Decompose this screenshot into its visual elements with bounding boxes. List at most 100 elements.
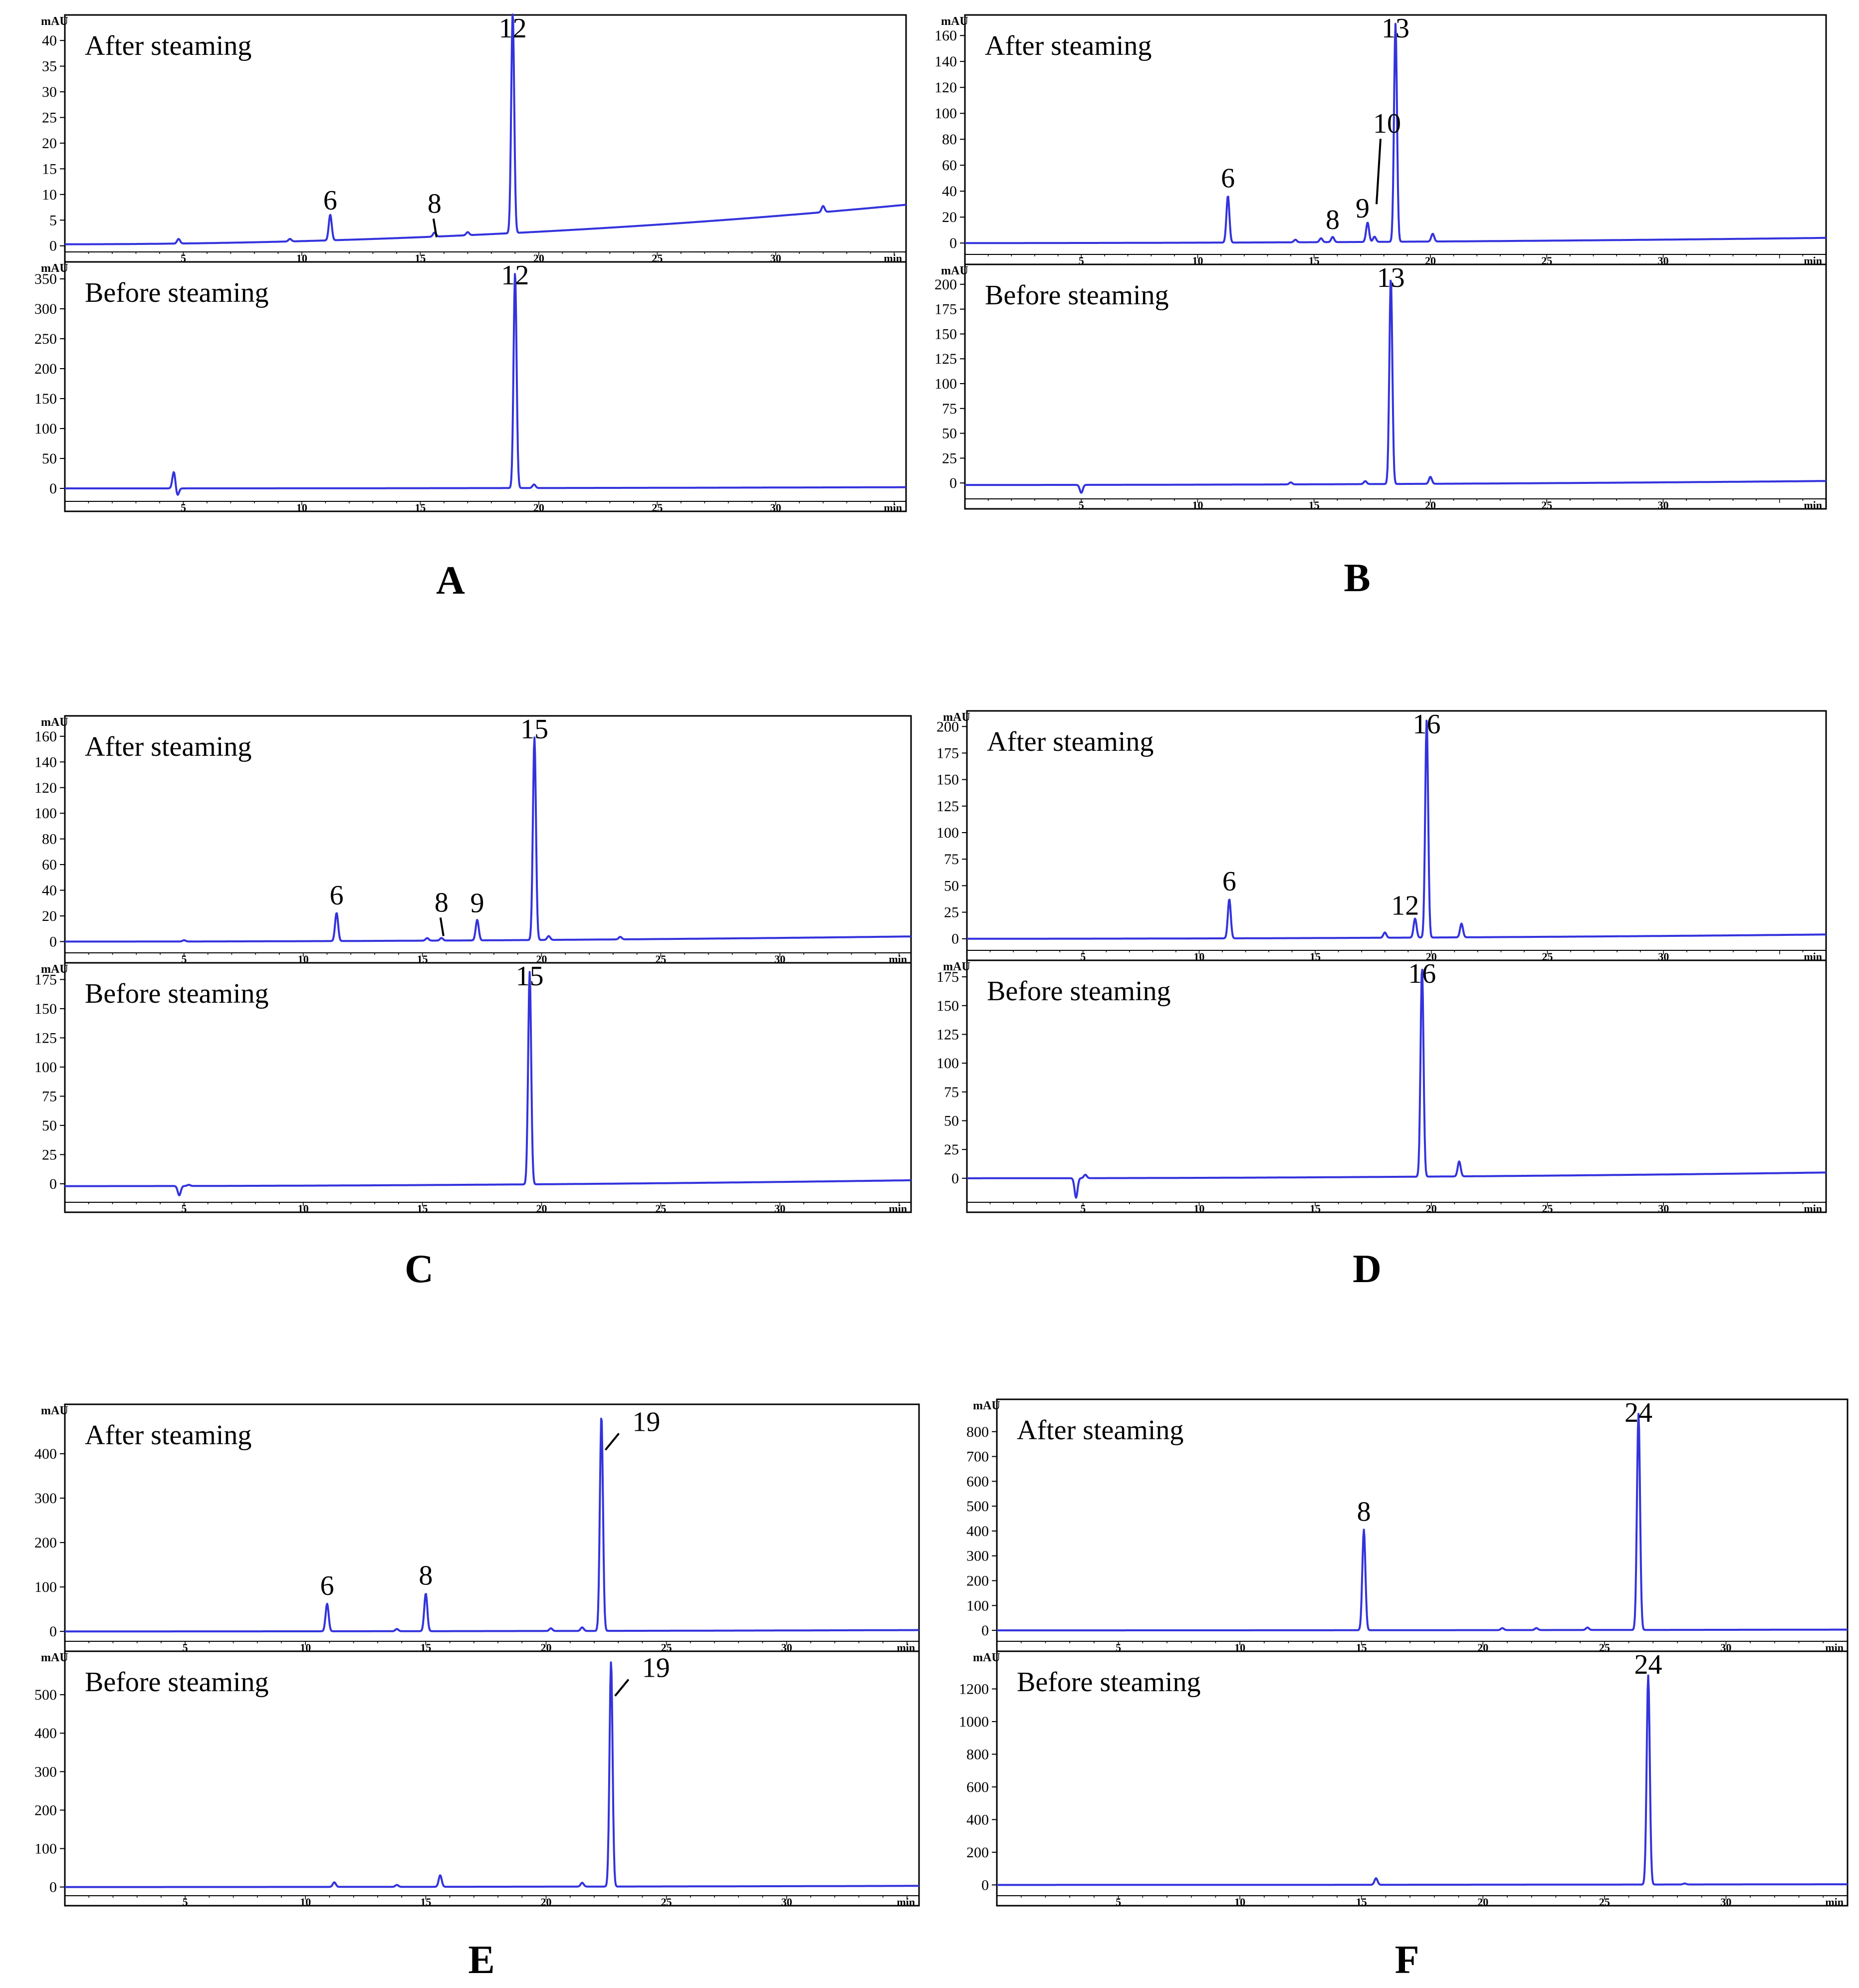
y-tick-label: 100 [934,376,957,392]
y-tick-label: 120 [34,780,57,796]
y-tick-label: 0 [49,238,57,254]
panel-label: E [468,1938,494,1982]
x-tick-label: 30 [770,501,781,514]
peak-label: 6 [330,880,344,911]
y-tick-label: 100 [936,825,959,841]
y-tick-label: 400 [966,1811,989,1828]
x-tick-label: 10 [1192,499,1203,511]
y-tick-label: 140 [34,754,57,770]
y-tick-label: 300 [34,1490,57,1507]
chart-title: After steaming [1017,1415,1183,1446]
panel-label: D [1353,1247,1382,1291]
panel-label: B [1344,556,1370,600]
y-tick-label: 150 [34,391,57,407]
y-axis-unit: mAU [941,264,968,277]
x-tick-label: 5 [183,1641,188,1654]
x-tick-label: 20 [541,1896,552,1908]
x-tick-label: 15 [420,1896,431,1908]
x-tick-label: 15 [417,1202,428,1215]
y-tick-label: 30 [42,84,57,100]
y-tick-label: 50 [942,426,957,442]
y-tick-label: 400 [34,1725,57,1742]
peak-label: 8 [435,887,449,918]
y-tick-label: 100 [34,1579,57,1595]
y-tick-label: 200 [934,276,957,293]
x-tick-label: 30 [1658,1202,1669,1215]
y-tick-label: 100 [966,1597,989,1614]
peak-label: 24 [1625,1397,1652,1428]
chromatogram-trace [964,279,1827,494]
chart-title: After steaming [85,1420,251,1451]
y-tick-label: 75 [944,1084,959,1101]
x-tick-label: 20 [1426,1202,1437,1215]
y-tick-label: 150 [34,1001,57,1017]
peak-label: 6 [1222,866,1236,897]
x-tick-label: 25 [655,1202,666,1215]
peak-label: 12 [1391,890,1419,921]
x-tick-label: 5 [1079,254,1084,267]
y-tick-label: 125 [934,351,957,367]
y-tick-label: 350 [34,271,57,287]
peak-label: 6 [323,185,337,216]
chromatogram-trace [996,1413,1848,1632]
chart-title: Before steaming [985,280,1169,311]
chromatogram-E-before: mAU 0 100 200 300 400 500 5 10 15 20 25 30 min Before … [34,1650,920,1908]
peak-label: 15 [516,961,544,992]
y-tick-label: 200 [966,1844,989,1861]
y-tick-label: 0 [981,1877,989,1893]
x-tick-label: 10 [1234,1896,1245,1908]
chart-title: After steaming [85,30,251,61]
chart-title: Before steaming [85,277,269,308]
peak-label: 16 [1413,709,1441,740]
x-tick-label: 20 [1477,1896,1488,1908]
panel-E: mAU 0 100 200 300 400 5 10 15 20 25 30 min After stea… [34,1403,920,1982]
x-axis-unit: min [1804,1202,1822,1215]
x-tick-label: 5 [1116,1896,1121,1908]
y-tick-label: 0 [981,1622,989,1639]
chromatogram-trace [64,1417,920,1633]
y-axis-unit: mAU [41,1404,68,1417]
x-tick-label: 5 [181,501,186,514]
y-tick-label: 25 [42,109,57,126]
y-tick-label: 10 [42,187,57,203]
peak-label: 8 [1357,1496,1371,1527]
y-tick-label: 75 [944,851,959,868]
x-axis-unit: min [1825,1896,1844,1908]
x-tick-label: 15 [1356,1896,1367,1908]
chromatogram-D-before: mAU 0 25 50 75 100 125 150 175 5 10 15 20 25 30 min Befo… [936,958,1827,1215]
panel-A: mAU 0 5 10 15 20 25 30 35 40 5 10 15 20 25 30 min After s… [34,13,907,603]
peak-arrow [604,1433,620,1451]
peak-label: 19 [632,1406,660,1437]
chromatogram-trace [964,22,1827,244]
x-tick-label: 10 [298,1202,309,1215]
plot-frame [64,261,907,512]
y-tick-label: 250 [34,331,57,347]
y-tick-label: 300 [34,1764,57,1780]
peak-arrow [1376,139,1382,205]
y-tick-label: 160 [934,27,957,44]
x-tick-label: 30 [774,1202,785,1215]
chart-title: Before steaming [1017,1667,1201,1698]
chart-title: Before steaming [85,1667,269,1698]
y-tick-label: 15 [42,161,57,177]
chart-title: After steaming [987,726,1154,757]
y-tick-label: 150 [936,772,959,788]
y-tick-label: 600 [966,1779,989,1795]
y-tick-label: 300 [966,1548,989,1564]
y-tick-label: 0 [49,1879,57,1896]
y-tick-label: 500 [966,1498,989,1515]
y-tick-label: 800 [966,1424,989,1440]
peak-label: 8 [428,188,442,219]
x-tick-label: 5 [1080,1202,1086,1215]
chromatogram-trace [64,736,912,943]
peak-label: 9 [1356,193,1370,224]
y-tick-label: 400 [966,1523,989,1540]
panel-label: F [1395,1938,1419,1982]
y-tick-label: 500 [34,1687,57,1703]
y-tick-label: 400 [34,1446,57,1462]
y-axis-unit: mAU [943,960,970,973]
